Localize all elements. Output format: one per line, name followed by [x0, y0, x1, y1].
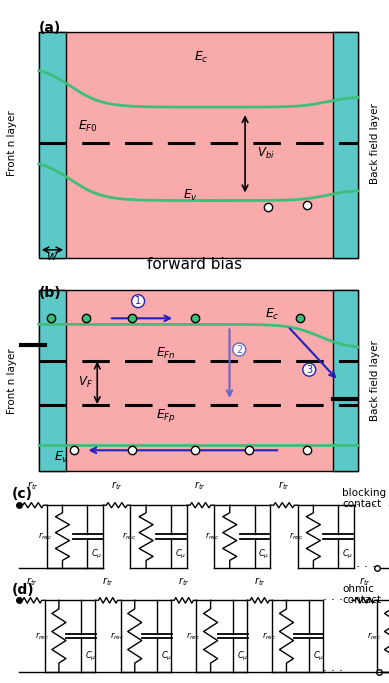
Text: $E_v$: $E_v$ — [183, 188, 198, 203]
Text: $C_\mu$: $C_\mu$ — [161, 650, 172, 663]
Text: $r_{rec}$: $r_{rec}$ — [367, 630, 382, 642]
Text: $V_{bi}$: $V_{bi}$ — [257, 146, 274, 161]
Text: Back field layer: Back field layer — [370, 340, 380, 421]
Text: $E_c$: $E_c$ — [194, 51, 209, 66]
Text: forward bias: forward bias — [147, 257, 242, 272]
Text: (a): (a) — [39, 21, 61, 36]
FancyBboxPatch shape — [39, 32, 358, 257]
Text: Back field layer: Back field layer — [370, 103, 380, 184]
Text: $E_{F0}$: $E_{F0}$ — [78, 119, 98, 134]
Text: $C_\mu$: $C_\mu$ — [237, 650, 248, 663]
Text: $E_v$: $E_v$ — [54, 450, 70, 465]
Text: 2: 2 — [236, 344, 242, 354]
Text: $C_\mu$: $C_\mu$ — [175, 548, 186, 561]
Text: $r_{tr}$: $r_{tr}$ — [178, 576, 190, 589]
FancyBboxPatch shape — [333, 290, 358, 471]
Text: $r_{rec}$: $r_{rec}$ — [110, 630, 125, 642]
Text: $V_F$: $V_F$ — [79, 375, 93, 391]
Text: $r_{rec}$: $r_{rec}$ — [289, 531, 304, 542]
FancyBboxPatch shape — [39, 290, 66, 471]
Text: $C_\mu$: $C_\mu$ — [342, 548, 354, 561]
FancyBboxPatch shape — [39, 32, 66, 257]
Text: $r_{tr}$: $r_{tr}$ — [359, 576, 371, 589]
Text: · · ·: · · · — [356, 561, 376, 574]
Text: · · ·: · · · — [356, 499, 376, 512]
Text: $w$: $w$ — [46, 250, 59, 263]
Text: $r_{tr}$: $r_{tr}$ — [111, 479, 123, 492]
Text: 1: 1 — [135, 296, 141, 306]
Text: $r_{rec}$: $r_{rec}$ — [205, 531, 220, 542]
Text: $C_\mu$: $C_\mu$ — [313, 650, 324, 663]
Text: Front n layer: Front n layer — [7, 348, 17, 414]
Text: $r_{rec}$: $r_{rec}$ — [122, 531, 137, 542]
Text: $E_c$: $E_c$ — [265, 307, 279, 322]
Text: ohmic
contact: ohmic contact — [342, 583, 382, 605]
Text: (d): (d) — [12, 583, 34, 596]
Text: (b): (b) — [39, 286, 61, 300]
Text: $r_{tr}$: $r_{tr}$ — [254, 576, 266, 589]
Text: (c): (c) — [12, 487, 33, 501]
Text: V = 0: V = 0 — [173, 0, 216, 1]
Text: $r_{rec}$: $r_{rec}$ — [38, 531, 53, 542]
Text: $r_{tr}$: $r_{tr}$ — [194, 479, 206, 492]
Text: $r_{tr}$: $r_{tr}$ — [26, 576, 38, 589]
Text: · · ·: · · · — [322, 594, 343, 607]
Text: blocking
contact: blocking contact — [342, 488, 386, 510]
Text: $r_{tr}$: $r_{tr}$ — [278, 479, 290, 492]
Text: $r_{rec}$: $r_{rec}$ — [186, 630, 201, 642]
FancyBboxPatch shape — [39, 290, 358, 471]
Text: $C_\mu$: $C_\mu$ — [258, 548, 270, 561]
FancyBboxPatch shape — [333, 32, 358, 257]
Text: $E_{Fn}$: $E_{Fn}$ — [156, 346, 175, 361]
Text: $E_{Fp}$: $E_{Fp}$ — [156, 406, 176, 423]
Text: 3: 3 — [306, 365, 312, 375]
Text: $r_{tr}$: $r_{tr}$ — [102, 576, 114, 589]
Text: · · ·: · · · — [322, 665, 343, 678]
Text: $C_\mu$: $C_\mu$ — [85, 650, 96, 663]
Text: $r_{rec}$: $r_{rec}$ — [262, 630, 277, 642]
Text: $r_{tr}$: $r_{tr}$ — [27, 479, 39, 492]
Text: $r_{rec}$: $r_{rec}$ — [35, 630, 49, 642]
Text: $C_\mu$: $C_\mu$ — [91, 548, 103, 561]
Text: Front n layer: Front n layer — [7, 111, 17, 176]
